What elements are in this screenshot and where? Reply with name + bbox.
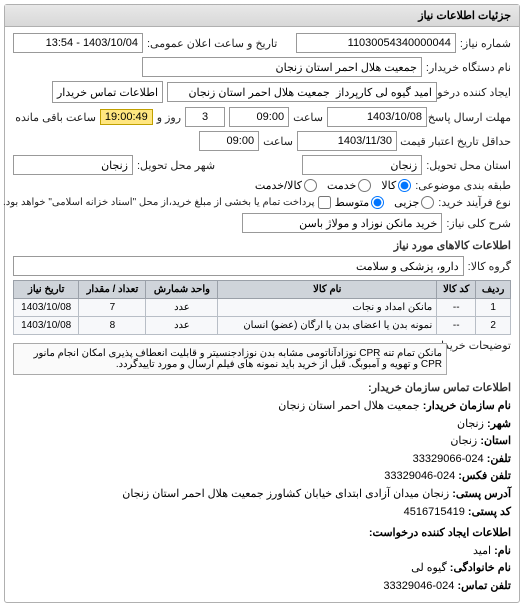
goods-table: ردیف کد کالا نام کالا واحد شمارش تعداد /…	[13, 280, 511, 335]
contact-tel-value: 024-33329066	[413, 453, 484, 465]
days-and-label: روز و	[157, 111, 181, 124]
group-field	[13, 256, 464, 276]
announce-field	[13, 33, 143, 53]
proc-radio-group: جزیی متوسط	[335, 196, 435, 209]
desc-label: توضیحات خریدار:	[451, 339, 511, 352]
th-code: کد کالا	[437, 281, 476, 299]
proc-label: نوع فرآیند خرید:	[438, 196, 511, 209]
contact-prov-value: زنجان	[450, 435, 477, 447]
th-date: تاریخ نیاز	[14, 281, 79, 299]
org-value: جمعیت هلال احمر استان زنجان	[278, 400, 419, 412]
radio-khadamat[interactable]: خدمت	[327, 179, 371, 192]
price-date-field	[297, 131, 397, 151]
creator-tel-label: تلفن تماس:	[457, 580, 511, 592]
deadline-date-field	[327, 107, 427, 127]
table-row: 2 -- نمونه بدن یا اعضای بدن یا ارگان (عض…	[14, 317, 511, 335]
price-time-label: ساعت	[263, 135, 293, 148]
need-details-panel: جزئیات اطلاعات نیاز شماره نیاز: تاریخ و …	[4, 4, 520, 603]
creator-family-value: گیوه لی	[411, 562, 447, 574]
radio-both[interactable]: کالا/خدمت	[255, 179, 317, 192]
org-label: نام سازمان خریدار:	[423, 400, 511, 412]
announce-label: تاریخ و ساعت اعلان عمومی:	[147, 37, 277, 50]
need-no-field	[296, 33, 456, 53]
treasury-checkbox[interactable]: پرداخت تمام یا بخشی از مبلغ خرید،از محل …	[3, 196, 331, 209]
deadline-time-field	[229, 107, 289, 127]
creator-name-label: نام:	[494, 545, 511, 557]
desc-text: مانکن تمام تنه CPR نوزادآناتومی مشابه بد…	[13, 343, 447, 375]
contact-prov-label: استان:	[480, 435, 511, 447]
buyer-field	[142, 57, 422, 77]
price-validity-label: حداقل تاریخ اعتبار قیمت تا تاریخ:	[401, 135, 511, 148]
radio-khadamat-input[interactable]	[358, 179, 371, 192]
creator-family-label: نام خانوادگی:	[450, 562, 511, 574]
contact-block: نام سازمان خریدار: جمعیت هلال احمر استان…	[13, 398, 511, 596]
creator-name-value: امید	[473, 545, 491, 557]
creator-field	[167, 82, 437, 102]
deadline-time-label: ساعت	[293, 111, 323, 124]
radio-jozii[interactable]: جزیی	[394, 196, 434, 209]
contact-addr-label: آدرس پستی:	[452, 488, 511, 500]
city-label: شهر محل تحویل:	[137, 159, 215, 172]
row-buyer-desc: توضیحات خریدار: مانکن تمام تنه CPR نوزاد…	[13, 339, 511, 375]
state-field	[302, 155, 422, 175]
treasury-note: پرداخت تمام یا بخشی از مبلغ خرید،از محل …	[3, 197, 315, 208]
row-goods-group: گروه کالا:	[13, 256, 511, 276]
radio-kala[interactable]: کالا	[381, 179, 411, 192]
city-field	[13, 155, 133, 175]
row-creator: ایجاد کننده درخواست: اطلاعات تماس خریدار	[13, 81, 511, 103]
need-title-field	[242, 213, 442, 233]
row-price-validity: حداقل تاریخ اعتبار قیمت تا تاریخ: ساعت	[13, 131, 511, 151]
category-label: طبقه بندی موضوعی:	[415, 179, 511, 192]
th-row: ردیف	[476, 281, 511, 299]
contact-info-button[interactable]: اطلاعات تماس خریدار	[52, 81, 163, 103]
radio-motavaset[interactable]: متوسط	[335, 196, 385, 209]
creator-tel-value: 024-33329046	[383, 580, 454, 592]
buyer-label: نام دستگاه خریدار:	[426, 61, 511, 74]
row-buyer: نام دستگاه خریدار:	[13, 57, 511, 77]
state-label: استان محل تحویل:	[426, 159, 511, 172]
remain-label: ساعت باقی مانده	[15, 111, 96, 124]
need-title-label: شرح کلی نیاز:	[446, 217, 511, 230]
th-qty: تعداد / مقدار	[79, 281, 146, 299]
price-time-field	[199, 131, 259, 151]
contact-tel-label: تلفن:	[487, 453, 511, 465]
table-row: 1 -- مانکن امداد و نجات عدد 7 1403/10/08	[14, 299, 511, 317]
row-category: طبقه بندی موضوعی: کالا خدمت کالا/خدمت	[13, 179, 511, 192]
row-deadline: مهلت ارسال پاسخ تا تاریخ: ساعت روز و 19:…	[13, 107, 511, 127]
group-label: گروه کالا:	[468, 260, 511, 273]
th-unit: واحد شمارش	[146, 281, 218, 299]
contact-zip-value: 4516715419	[404, 506, 465, 518]
category-radio-group: کالا خدمت کالا/خدمت	[255, 179, 411, 192]
contact-zip-label: کد پستی:	[468, 506, 511, 518]
contact-city-label: شهر:	[487, 418, 511, 430]
row-need-title: شرح کلی نیاز:	[13, 213, 511, 233]
radio-both-input[interactable]	[304, 179, 317, 192]
contact-city-value: زنجان	[457, 418, 484, 430]
treasury-checkbox-input[interactable]	[318, 196, 331, 209]
panel-title: جزئیات اطلاعات نیاز	[5, 5, 519, 27]
radio-jozii-input[interactable]	[421, 196, 434, 209]
row-location: استان محل تحویل: شهر محل تحویل:	[13, 155, 511, 175]
contact-section-title: اطلاعات تماس سازمان خریدار:	[13, 381, 511, 394]
contact-addr-value: زنجان میدان آزادی ابتدای خیابان کشاورز ج…	[122, 488, 449, 500]
row-need-number: شماره نیاز: تاریخ و ساعت اعلان عمومی:	[13, 33, 511, 53]
radio-kala-input[interactable]	[398, 179, 411, 192]
radio-motavaset-input[interactable]	[371, 196, 384, 209]
contact-fax-value: 024-33329046	[384, 470, 455, 482]
row-process-type: نوع فرآیند خرید: جزیی متوسط پرداخت تمام …	[13, 196, 511, 209]
days-remaining-field	[185, 107, 225, 127]
creator-section-title: اطلاعات ایجاد کننده درخواست:	[13, 525, 511, 543]
creator-label: ایجاد کننده درخواست:	[441, 86, 511, 99]
countdown-timer: 19:00:49	[100, 109, 153, 125]
deadline-label: مهلت ارسال پاسخ تا تاریخ:	[431, 111, 511, 124]
goods-section-title: اطلاعات کالاهای مورد نیاز	[13, 239, 511, 252]
contact-fax-label: تلفن فکس:	[458, 470, 511, 482]
table-header-row: ردیف کد کالا نام کالا واحد شمارش تعداد /…	[14, 281, 511, 299]
need-no-label: شماره نیاز:	[460, 37, 511, 50]
th-name: نام کالا	[218, 281, 437, 299]
